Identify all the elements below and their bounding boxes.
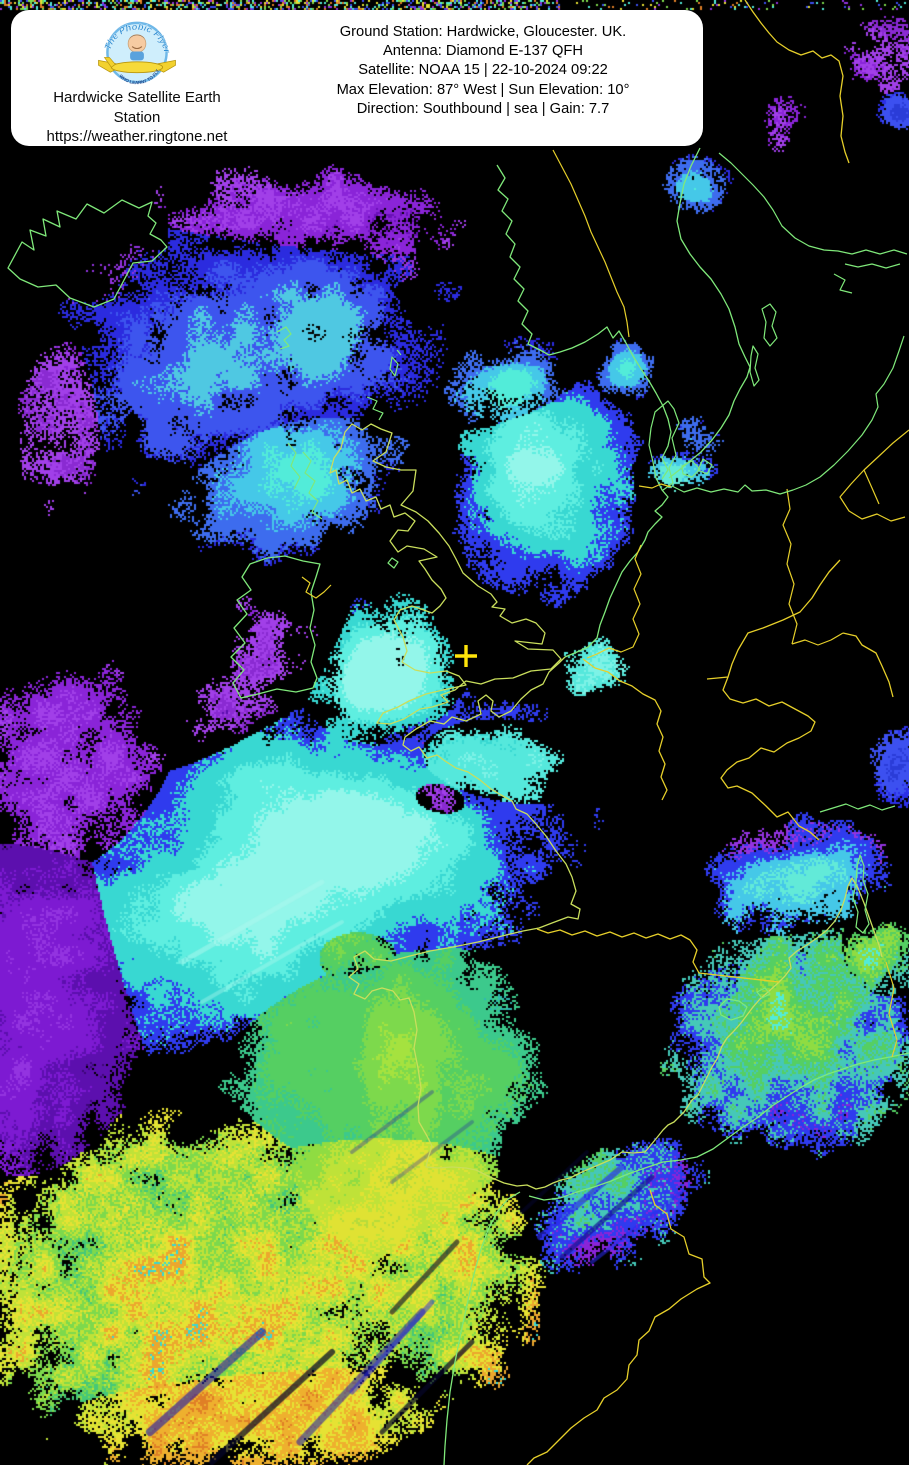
logo-face [127, 34, 147, 53]
info-line-ground-station: Ground Station: Hardwicke, Gloucester. U… [339, 24, 627, 40]
coastline-po-valley-coast [819, 803, 896, 813]
info-line-antenna: Antenna: Diamond E-137 QFH [382, 43, 584, 60]
coastline-africa-med [528, 1052, 909, 1201]
coastline-alps-borders [706, 559, 894, 841]
coastline-gotland-oland [749, 303, 778, 387]
info-line-direction: Direction: Southbound | sea | Gain: 7.7 [356, 100, 610, 117]
coastline-iceland [7, 199, 168, 308]
coastline-norway-coast [496, 164, 672, 480]
coastline-baltic-se-coast [671, 335, 905, 495]
pass-details: Ground Station: Hardwicke, Gloucester. U… [263, 10, 703, 146]
coastline-great-britain [329, 423, 562, 725]
coastline-hebrides [287, 442, 323, 520]
coastline-spain-south-east [544, 983, 778, 1188]
station-name-line1: Hardwicke Satellite Earth [53, 89, 221, 106]
coastline-corsica [852, 854, 870, 934]
coastline-morocco-algeria-border [526, 1189, 711, 1465]
logo-shirt [130, 51, 144, 61]
station-logo: The Phobic Flyer WHO LEARNT TO FLY [98, 22, 176, 85]
coastline-isle-of-man [387, 557, 399, 569]
info-line-elevation: Max Elevation: 87° West | Sun Elevation:… [336, 81, 630, 98]
coastline-finland-coast [718, 152, 908, 294]
coastline-france-iberia-north [348, 656, 581, 1000]
coastline-ireland [230, 555, 321, 699]
coastline-sweden-coast [668, 147, 751, 479]
coastline-shetland [389, 349, 402, 377]
coastline-nl-de-border [586, 544, 642, 659]
station-identity: The Phobic Flyer WHO LEARNT TO FLY Hardw… [11, 10, 263, 146]
coastline-algeria-tunisia-border [885, 961, 898, 1058]
coastline-belgium-rhine-border [582, 658, 668, 801]
coastline-norway-sweden-border [552, 149, 630, 338]
station-url: https://weather.ringtone.net [46, 128, 228, 145]
coastline-faroe [276, 326, 292, 350]
info-panel: The Phobic Flyer WHO LEARNT TO FLY Hardw… [11, 10, 703, 146]
coastline-portugal-west [392, 990, 546, 1190]
coastline-finland-russia-border [744, 0, 850, 164]
coastline-central-europe-borders [791, 429, 909, 646]
coastline-africa-atlantic [443, 1191, 521, 1465]
coastline-pyrenees-border [536, 928, 780, 983]
coastline-denmark [648, 400, 713, 491]
coastline-dk-de-border [638, 483, 672, 489]
coastline-balearics [718, 987, 771, 1021]
logo-smile [131, 46, 143, 50]
info-line-satellite: Satellite: NOAA 15 | 22-10-2024 09:22 [358, 62, 608, 79]
coastline-de-pl-border [782, 488, 798, 645]
logo-plane-tail [103, 57, 116, 68]
coastline-orkney [366, 396, 384, 421]
coastline-german-bight-netherlands [564, 489, 669, 658]
coastline-med-france-italy [776, 877, 883, 985]
station-name-line2: Station [113, 109, 161, 126]
coastline-ni-border [301, 576, 332, 599]
logo-hair [129, 34, 145, 39]
ground-station-marker [455, 645, 477, 667]
